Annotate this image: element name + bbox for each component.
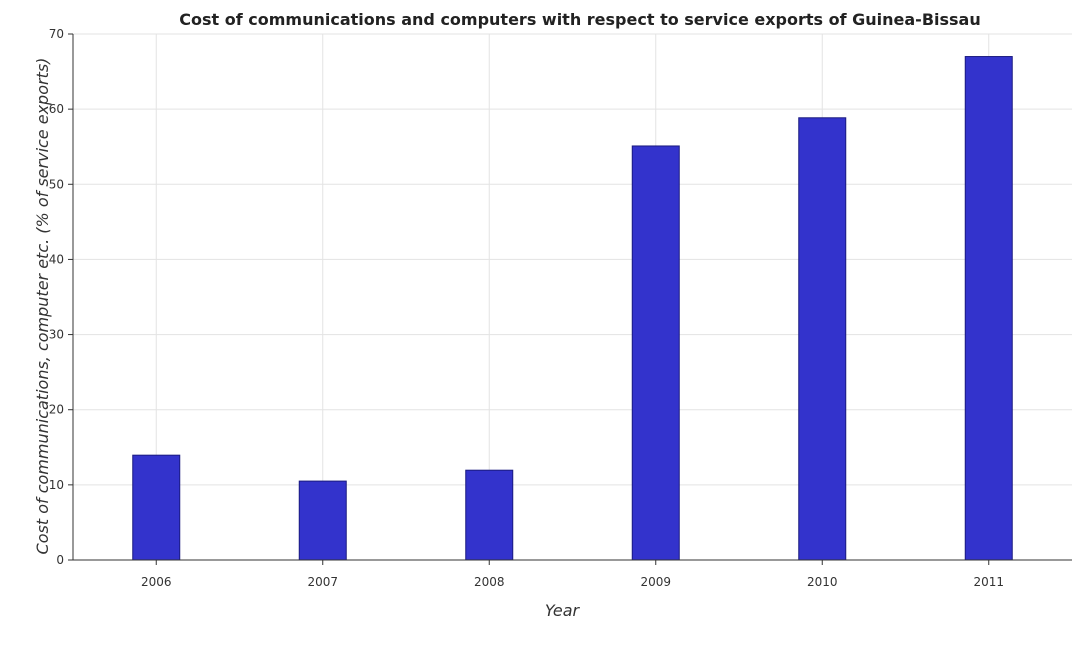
bar-2010: [798, 117, 847, 561]
x-axis-label: Year: [545, 601, 581, 620]
y-tick-label: 40: [49, 252, 64, 266]
y-tick-label: 10: [49, 478, 64, 492]
y-tick-label: 70: [49, 27, 64, 41]
chart-title: Cost of communications and computers wit…: [179, 10, 980, 29]
y-tick-label: 20: [49, 403, 64, 417]
x-tick-label: 2010: [807, 575, 838, 589]
y-tick-label: 30: [49, 328, 64, 342]
bars: [132, 56, 1013, 561]
x-tick-label: 2009: [640, 575, 671, 589]
x-tick-labels: 2006 2007 2008 2009 2010 2011: [141, 575, 1004, 589]
y-tick-labels: 0 10 20 30 40 50 60 70: [49, 27, 64, 567]
axes: [68, 33, 1072, 565]
bar-2008: [465, 469, 514, 561]
bar-2009: [631, 145, 680, 561]
y-tick-label: 50: [49, 177, 64, 191]
y-tick-label: 0: [56, 553, 64, 567]
bar-2006: [132, 454, 181, 561]
x-tick-label: 2006: [141, 575, 172, 589]
y-axis-label: Cost of communications, computer etc. (%…: [33, 58, 52, 555]
gridlines: [73, 33, 1072, 561]
bar-2011: [964, 56, 1013, 561]
x-tick-label: 2007: [307, 575, 338, 589]
y-tick-label: 60: [49, 102, 64, 116]
x-tick-label: 2011: [973, 575, 1004, 589]
bar-2007: [298, 480, 347, 561]
x-tick-label: 2008: [474, 575, 505, 589]
